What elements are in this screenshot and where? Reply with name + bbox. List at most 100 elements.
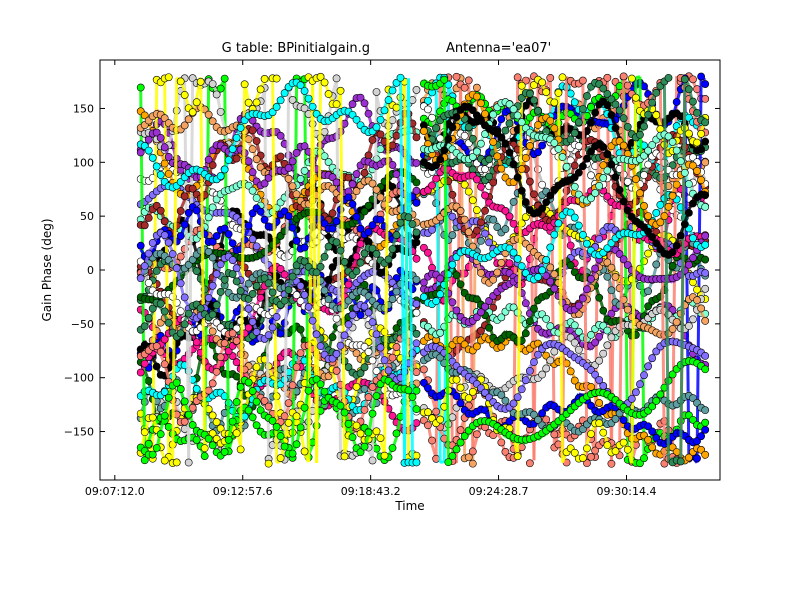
data-point bbox=[160, 231, 169, 240]
data-point bbox=[412, 159, 421, 167]
data-point bbox=[312, 330, 321, 339]
data-point bbox=[136, 83, 145, 92]
chart-title-antenna: Antenna='ea07' bbox=[446, 41, 551, 56]
data-point bbox=[208, 310, 217, 319]
data-point bbox=[412, 339, 421, 348]
data-point bbox=[216, 107, 225, 116]
data-point bbox=[232, 429, 241, 438]
data-point bbox=[232, 336, 241, 345]
data-point bbox=[224, 435, 233, 444]
data-point bbox=[244, 304, 253, 313]
data-point bbox=[364, 393, 373, 402]
data-point bbox=[136, 241, 145, 250]
data-point bbox=[292, 236, 301, 245]
data-point bbox=[208, 379, 217, 388]
data-point bbox=[280, 296, 289, 305]
data-point bbox=[220, 165, 229, 174]
data-point bbox=[392, 231, 401, 239]
data-point bbox=[368, 409, 377, 418]
data-point bbox=[232, 358, 241, 367]
data-point bbox=[176, 77, 185, 86]
data-point bbox=[372, 250, 381, 258]
data-point bbox=[220, 275, 229, 284]
data-point bbox=[176, 232, 185, 240]
data-point bbox=[248, 126, 257, 135]
data-point bbox=[256, 293, 265, 302]
data-point bbox=[296, 325, 305, 334]
data-point bbox=[144, 146, 153, 155]
data-point bbox=[252, 98, 261, 107]
data-point bbox=[248, 145, 257, 154]
data-point bbox=[332, 74, 341, 83]
data-point bbox=[336, 246, 345, 255]
data-point bbox=[352, 421, 361, 430]
data-point bbox=[204, 155, 213, 164]
data-point bbox=[356, 258, 365, 267]
data-point bbox=[296, 423, 305, 432]
data-point bbox=[332, 349, 341, 358]
data-point bbox=[320, 387, 329, 396]
data-point bbox=[324, 295, 333, 304]
data-point bbox=[180, 121, 189, 130]
data-point bbox=[320, 127, 329, 136]
data-point bbox=[144, 278, 153, 287]
data-point bbox=[412, 228, 421, 237]
data-point bbox=[392, 429, 401, 438]
data-point bbox=[232, 133, 241, 142]
data-point bbox=[284, 174, 293, 183]
data-point bbox=[412, 419, 421, 427]
data-point bbox=[372, 392, 381, 400]
data-point bbox=[300, 290, 309, 299]
data-point bbox=[412, 275, 421, 284]
data-point bbox=[172, 264, 181, 273]
data-point bbox=[176, 252, 185, 261]
data-point bbox=[304, 94, 313, 103]
data-point bbox=[292, 363, 301, 372]
data-point bbox=[404, 386, 413, 395]
data-point bbox=[376, 130, 385, 139]
data-point bbox=[324, 275, 333, 284]
data-point bbox=[276, 329, 285, 338]
data-point bbox=[228, 145, 237, 153]
data-point bbox=[144, 314, 153, 322]
data-point bbox=[360, 168, 369, 177]
data-point bbox=[388, 411, 397, 420]
data-point bbox=[292, 412, 301, 421]
data-point bbox=[144, 214, 153, 222]
data-point bbox=[288, 223, 297, 232]
data-point bbox=[388, 444, 397, 452]
data-point bbox=[292, 440, 301, 449]
data-point bbox=[216, 353, 225, 362]
data-point bbox=[356, 429, 365, 438]
data-point bbox=[336, 401, 345, 410]
data-point bbox=[412, 451, 421, 460]
data-point bbox=[304, 386, 313, 395]
data-point bbox=[208, 203, 217, 212]
data-point bbox=[228, 239, 237, 248]
data-point bbox=[376, 145, 385, 154]
data-point bbox=[160, 159, 169, 168]
data-point bbox=[348, 180, 357, 189]
data-point bbox=[204, 110, 213, 119]
data-point bbox=[300, 447, 309, 456]
data-point bbox=[288, 381, 297, 390]
data-point bbox=[188, 403, 197, 412]
data-point bbox=[376, 115, 385, 124]
data-point bbox=[236, 123, 245, 132]
data-point bbox=[316, 380, 325, 389]
data-point bbox=[372, 427, 381, 436]
data-point bbox=[280, 270, 289, 279]
chart-title: G table: BPinitialgain.g Antenna='ea07' bbox=[222, 41, 552, 56]
data-point bbox=[188, 108, 197, 117]
data-point bbox=[276, 96, 285, 105]
data-point bbox=[264, 402, 273, 411]
data-point bbox=[148, 153, 157, 162]
data-point bbox=[376, 434, 385, 443]
data-point bbox=[332, 178, 341, 187]
data-point bbox=[348, 200, 357, 209]
data-point bbox=[252, 155, 261, 164]
data-point bbox=[392, 131, 401, 140]
data-point bbox=[164, 238, 173, 247]
data-point bbox=[296, 281, 305, 290]
data-point bbox=[212, 418, 221, 426]
